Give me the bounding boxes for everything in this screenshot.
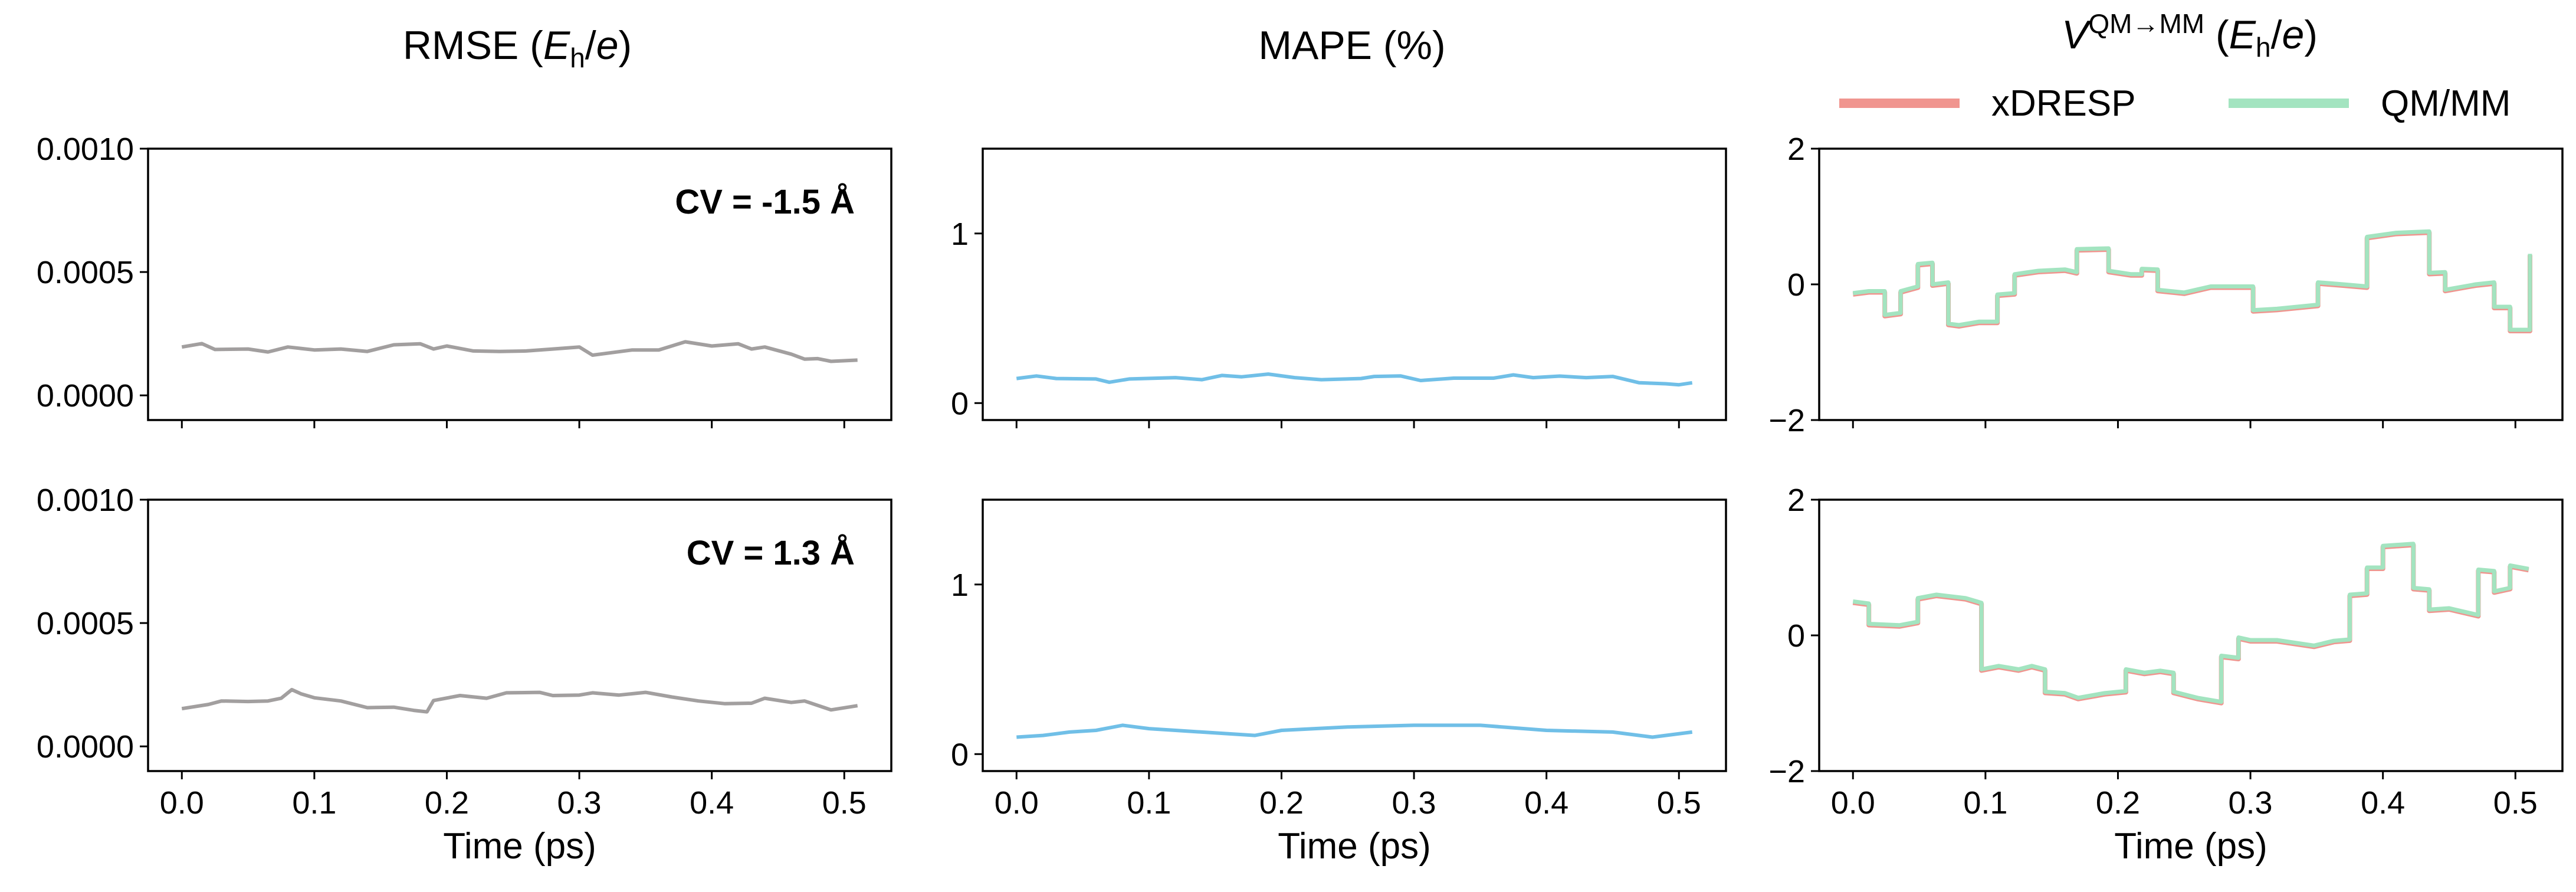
panel-v-row2: 0.0 0.1 0.2 0.3 0.4 0.5 −2 0 2 Time (ps) <box>1768 483 2564 867</box>
x-tick-label: 0.1 <box>292 785 336 821</box>
panel-rmse-row2: 0.0 0.1 0.2 0.3 0.4 0.5 0.0000 0.0005 0.0010 Time… <box>37 483 892 867</box>
series-line-rmse <box>181 340 858 363</box>
title-v: VQM→MM (Eh/e) <box>2062 8 2318 63</box>
legend: xDRESP QM/MM <box>1839 83 2511 124</box>
legend-label-qmmm: QM/MM <box>2381 83 2511 124</box>
axes-frame <box>147 147 892 421</box>
x-tick-label: 0.2 <box>425 785 469 821</box>
panel-v-row1: −2 0 2 <box>1768 132 2564 438</box>
y-tick-label: 2 <box>1787 132 1805 167</box>
axes-frame <box>982 147 1727 421</box>
y-tick-label: −2 <box>1768 403 1805 438</box>
x-tick-label: 0.3 <box>557 785 602 821</box>
axes-frame <box>147 499 892 772</box>
x-tick-label: 0.2 <box>1259 785 1304 821</box>
x-tick-label: 0.0 <box>160 785 204 821</box>
y-tick-label: 0.0005 <box>37 255 134 290</box>
series-line-mape <box>1016 372 1693 387</box>
axes-frame <box>982 499 1727 772</box>
series-line-qmmm <box>1852 229 2532 332</box>
x-tick-label: 0.5 <box>822 785 867 821</box>
y-tick-label: 0.0010 <box>37 132 134 167</box>
panel-mape-row1: 01 <box>951 147 1727 428</box>
y-tick-label: 0 <box>951 386 969 421</box>
x-tick-label: 0.1 <box>1963 785 2007 821</box>
series-line-qmmm <box>1852 542 2529 704</box>
x-tick-label: 0.3 <box>2229 785 2273 821</box>
x-tick-label: 0.5 <box>1657 785 1701 821</box>
x-tick-label: 0.1 <box>1127 785 1171 821</box>
y-tick-label: 0.0010 <box>37 483 134 518</box>
y-tick-label: 0 <box>1787 618 1805 654</box>
legend-label-xdresp: xDRESP <box>1991 83 2136 124</box>
cv-annotation: CV = 1.3 Å <box>687 534 855 572</box>
x-tick-label: 0.0 <box>995 785 1039 821</box>
title-rmse: RMSE (Eh/e) <box>403 23 632 73</box>
series-line-rmse <box>181 688 858 714</box>
x-tick-label: 0.4 <box>690 785 734 821</box>
x-tick-label: 0.4 <box>2361 785 2405 821</box>
y-tick-label: −2 <box>1768 754 1805 789</box>
y-tick-label: 1 <box>951 217 969 252</box>
x-tick-label: 0.0 <box>1831 785 1875 821</box>
y-tick-label: 0 <box>951 737 969 772</box>
panel-mape-row2: 0.0 0.1 0.2 0.3 0.4 0.5 0 1 Time (ps) <box>951 499 1727 867</box>
axes-frame <box>1818 499 2564 772</box>
panel-rmse-row1: 0.0000 0.0005 0.0010 CV = -1.5 Å <box>37 132 892 428</box>
series-line-mape <box>1016 723 1693 739</box>
x-tick-label: 0.5 <box>2493 785 2538 821</box>
y-tick-label: 0 <box>1787 267 1805 303</box>
y-tick-label: 0.0000 <box>37 378 134 414</box>
x-tick-label: 0.4 <box>1524 785 1568 821</box>
x-tick-label: 0.2 <box>2096 785 2140 821</box>
title-mape: MAPE (%) <box>1258 23 1445 68</box>
x-axis-label: Time (ps) <box>443 826 596 867</box>
y-tick-label: 1 <box>951 568 969 603</box>
y-tick-label: 2 <box>1787 483 1805 518</box>
cv-annotation: CV = -1.5 Å <box>675 183 855 221</box>
x-axis-label: Time (ps) <box>2114 826 2267 867</box>
x-tick-label: 0.3 <box>1392 785 1436 821</box>
x-axis-label: Time (ps) <box>1278 826 1430 867</box>
y-tick-label: 0.0005 <box>37 606 134 641</box>
series-line-xdresp <box>1852 542 2529 706</box>
y-tick-label: 0.0000 <box>37 729 134 765</box>
